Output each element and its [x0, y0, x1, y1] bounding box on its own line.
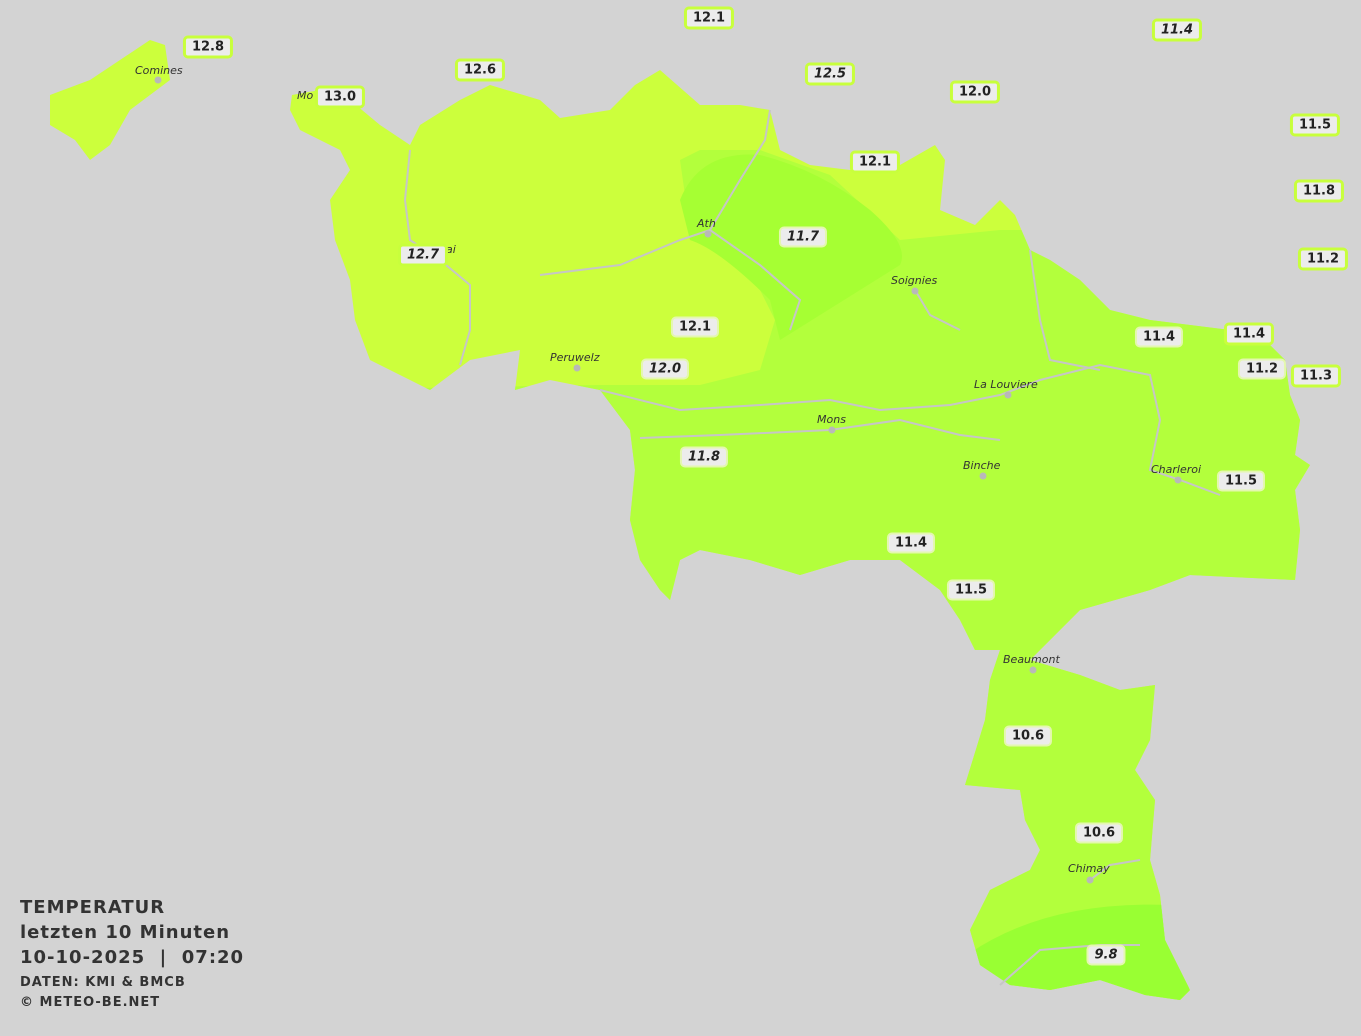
station-temperature-label[interactable]: 11.2 — [1297, 247, 1349, 271]
station-temperature-label[interactable]: 11.4 — [1151, 18, 1203, 42]
station-temperature-label[interactable]: 11.4 — [1134, 326, 1184, 348]
city-dot — [828, 426, 836, 434]
station-temperature-label[interactable]: 12.1 — [670, 316, 720, 338]
city-label: Comines — [135, 64, 183, 77]
station-temperature-label[interactable]: 11.5 — [1289, 113, 1341, 137]
station-temperature-label[interactable]: 10.6 — [1003, 725, 1053, 747]
station-temperature-label[interactable]: 9.8 — [1086, 944, 1126, 966]
city-label: Mons — [817, 413, 846, 426]
station-temperature-label[interactable]: 11.8 — [1293, 179, 1345, 203]
station-temperature-label[interactable]: 11.3 — [1290, 364, 1342, 388]
city-label: La Louviere — [974, 378, 1038, 391]
city-dot — [573, 364, 581, 372]
legend-source: DATEN: KMI & BMCB — [20, 975, 186, 990]
station-temperature-label[interactable]: 10.6 — [1074, 822, 1124, 844]
station-temperature-label[interactable]: 11.7 — [778, 226, 828, 248]
city-dot — [979, 472, 987, 480]
legend-subtitle: letzten 10 Minuten — [20, 922, 231, 943]
zone-cold — [960, 904, 1200, 1000]
city-label: Beaumont — [1003, 653, 1060, 666]
legend-datetime: 10-10-2025 | 07:20 — [20, 947, 245, 968]
city-dot — [1004, 391, 1012, 399]
city-dot — [1029, 666, 1037, 674]
station-temperature-label[interactable]: 12.0 — [949, 80, 1001, 104]
station-temperature-label[interactable]: 13.0 — [314, 85, 366, 109]
city-label: Chimay — [1068, 862, 1110, 875]
comines-enclave — [50, 40, 170, 160]
station-temperature-label[interactable]: 12.7 — [397, 243, 449, 267]
station-temperature-label[interactable]: 11.5 — [946, 579, 996, 601]
station-temperature-label[interactable]: 12.6 — [454, 58, 506, 82]
station-temperature-label[interactable]: 12.5 — [804, 62, 856, 86]
station-temperature-label[interactable]: 12.8 — [182, 35, 234, 59]
station-temperature-label[interactable]: 11.4 — [886, 532, 936, 554]
city-dot — [704, 230, 712, 238]
city-label: Binche — [963, 459, 1001, 472]
city-label: ai — [446, 243, 456, 256]
station-temperature-label[interactable]: 12.1 — [683, 6, 735, 30]
legend-title: TEMPERATUR — [20, 897, 166, 918]
legend-copyright: © METEO-BE.NET — [20, 995, 161, 1010]
station-temperature-label[interactable]: 11.5 — [1216, 470, 1266, 492]
city-label: Charleroi — [1151, 463, 1202, 476]
station-temperature-label[interactable]: 11.4 — [1223, 322, 1275, 346]
rivers — [403, 109, 1221, 986]
city-dot — [1174, 476, 1182, 484]
station-temperature-label[interactable]: 11.2 — [1237, 358, 1287, 380]
city-label: Ath — [697, 217, 716, 230]
station-temperature-label[interactable]: 12.1 — [849, 150, 901, 174]
station-temperature-label[interactable]: 11.8 — [679, 446, 729, 468]
city-dot — [154, 76, 162, 84]
city-label: Peruwelz — [550, 351, 600, 364]
city-label: Mo — [297, 89, 314, 102]
station-temperature-label[interactable]: 12.0 — [640, 358, 690, 380]
city-dot — [911, 287, 919, 295]
city-label: Soignies — [891, 274, 938, 287]
city-dot — [1086, 876, 1094, 884]
legend: TEMPERATUR letzten 10 Minuten 10-10-2025… — [20, 895, 244, 1013]
